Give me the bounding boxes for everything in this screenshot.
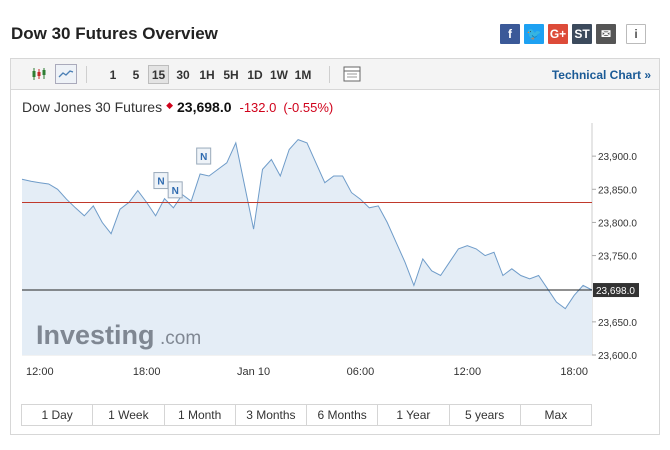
x-tick-label: 18:00 <box>560 366 588 378</box>
y-tick-label: 23,750.0 <box>598 252 637 263</box>
x-tick-label: 18:00 <box>133 366 161 378</box>
x-tick-label: 06:00 <box>347 366 375 378</box>
range-button-1-week[interactable]: 1 Week <box>93 405 165 425</box>
facebook-share-button[interactable]: f <box>500 24 520 44</box>
stocktwits-share-button[interactable]: ST <box>572 24 592 44</box>
x-tick-label: 12:00 <box>454 366 482 378</box>
table-view-icon[interactable] <box>341 64 363 84</box>
last-price-badge-label: 23,698.0 <box>596 286 635 297</box>
news-marker-label: N <box>200 152 207 163</box>
price-change-percent: (-0.55%) <box>283 100 334 115</box>
price-chart[interactable]: Investing .com 23,900.0 23,850.0 23,800.0 23,… <box>11 59 659 399</box>
interval-button-15[interactable]: 15 <box>148 65 169 84</box>
news-marker <box>167 181 183 199</box>
price-area <box>22 139 592 355</box>
y-tick-label: 23,800.0 <box>598 218 637 229</box>
quote-header: Dow Jones 30 Futures ◆ 23,698.0 -132.0 (-0.5… <box>22 99 333 115</box>
info-button[interactable]: i <box>626 24 646 44</box>
interval-button-1h[interactable]: 1H <box>199 67 215 82</box>
investing-watermark-suffix: .com <box>160 328 201 349</box>
twitter-share-button[interactable]: 🐦 <box>524 24 544 44</box>
news-marker <box>153 172 169 190</box>
candlestick-chart-icon[interactable] <box>28 64 50 84</box>
email-share-button[interactable]: ✉ <box>596 24 616 44</box>
interval-button-30[interactable]: 30 <box>176 67 190 82</box>
range-button-3-months[interactable]: 3 Months <box>236 405 307 425</box>
y-tick-label: 23,850.0 <box>598 185 637 196</box>
page-title: Dow 30 Futures Overview <box>11 24 218 43</box>
interval-button-1w[interactable]: 1W <box>270 67 288 82</box>
range-button-1-year[interactable]: 1 Year <box>378 405 450 425</box>
x-tick-label: 12:00 <box>26 366 54 378</box>
interval-button-5[interactable]: 5 <box>132 67 140 82</box>
google-plus-share-button[interactable]: G+ <box>548 24 568 44</box>
x-tick-label: Jan 10 <box>237 366 270 378</box>
toolbar-divider <box>329 66 330 83</box>
instrument-name: Dow Jones 30 Futures <box>22 99 163 115</box>
area-chart-icon[interactable] <box>55 64 77 84</box>
down-arrow-icon: ◆ <box>166 100 173 110</box>
news-marker-label: N <box>172 186 179 197</box>
interval-button-1d[interactable]: 1D <box>247 67 263 82</box>
interval-button-5h[interactable]: 5H <box>223 67 239 82</box>
price-change: -132.0 <box>239 100 277 115</box>
chart-toolbar: 1 5 15 30 1H 5H 1D 1W 1M Technical Chart » <box>11 59 659 90</box>
interval-button-1[interactable]: 1 <box>109 67 117 82</box>
time-range-selector: 1 Day 1 Week 1 Month 3 Months 6 Months 1 Year… <box>21 404 592 426</box>
news-marker <box>196 147 212 165</box>
chart-widget: 1 5 15 30 1H 5H 1D 1W 1M Technical Chart » Dow J… <box>10 58 660 435</box>
y-tick-label: 23,600.0 <box>598 351 637 362</box>
range-button-1-month[interactable]: 1 Month <box>165 405 236 425</box>
last-price-badge <box>593 283 639 298</box>
y-tick-label: 23,900.0 <box>598 152 637 163</box>
last-price: 23,698.0 <box>177 99 232 115</box>
toolbar-divider <box>86 66 87 83</box>
interval-button-1m[interactable]: 1M <box>294 67 312 82</box>
range-button-6-months[interactable]: 6 Months <box>307 405 379 425</box>
price-line <box>21 139 593 310</box>
range-button-max[interactable]: Max <box>544 408 568 422</box>
technical-chart-link[interactable]: Technical Chart » <box>551 68 651 82</box>
range-button-1-day[interactable]: 1 Day <box>22 405 94 425</box>
range-button-5-years[interactable]: 5 years <box>450 405 521 425</box>
y-tick-label: 23,650.0 <box>598 318 637 329</box>
investing-watermark: Investing <box>36 320 155 350</box>
news-marker-label: N <box>157 177 164 188</box>
share-bar: f 🐦 G+ ST ✉ i <box>500 24 646 44</box>
